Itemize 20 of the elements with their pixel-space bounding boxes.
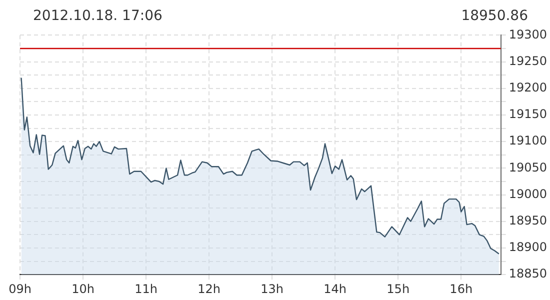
x-tick-label: 15h: [386, 282, 410, 296]
y-tick-label: 18950: [508, 214, 548, 228]
x-tick-label: 11h: [134, 282, 158, 296]
chart-title: 2012.10.18. 17:06: [33, 8, 162, 24]
y-tick-label: 18900: [508, 240, 548, 254]
y-tick-label: 19150: [508, 107, 548, 122]
x-tick-label: 09h: [8, 282, 32, 296]
y-tick-label: 18850: [508, 266, 548, 281]
chart-subtitle: 18950.86: [461, 8, 528, 24]
y-tick-label: 19200: [508, 80, 548, 95]
y-tick-label: 19100: [508, 134, 548, 148]
y-tick-label: 19250: [508, 54, 548, 68]
x-tick-label: 10h: [72, 282, 94, 296]
y-tick-label: 19300: [508, 27, 548, 42]
x-tick-label: 12h: [198, 282, 220, 296]
x-tick-label: 14h: [324, 282, 347, 296]
x-tick-label: 16h: [450, 282, 473, 296]
y-tick-label: 19000: [508, 186, 548, 201]
y-tick-label: 19050: [508, 160, 548, 174]
x-tick-label: 13h: [260, 282, 284, 296]
